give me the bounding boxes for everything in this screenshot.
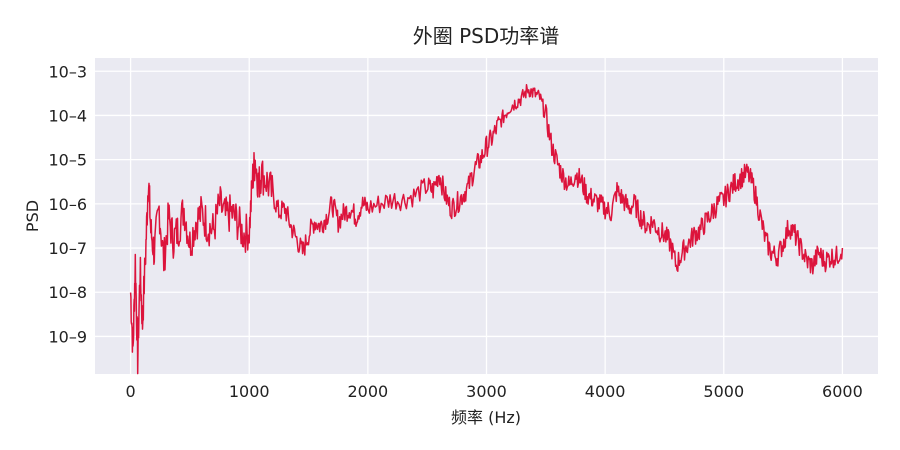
- y-tick-labels: 10–3 10–4 10–5 10–6 10–7 10–8 10–9: [48, 62, 87, 346]
- psd-series-line: [129, 84, 844, 375]
- x-tick-labels: 0 1000 2000 3000 4000 5000 6000: [125, 382, 862, 401]
- y-tick-label: 10–8: [48, 283, 87, 302]
- series-group: [129, 84, 844, 375]
- x-tick-label: 3000: [466, 382, 507, 401]
- y-tick-label: 10–6: [48, 195, 87, 214]
- x-tick-label: 2000: [348, 382, 389, 401]
- x-tick-label: 6000: [822, 382, 863, 401]
- x-tick-label: 1000: [229, 382, 270, 401]
- y-tick-label: 10–5: [48, 151, 87, 170]
- y-tick-label: 10–9: [48, 327, 87, 346]
- y-tick-label: 10–4: [48, 106, 87, 125]
- y-tick-label: 10–7: [48, 239, 87, 258]
- y-axis-label: PSD: [23, 200, 42, 232]
- chart-title: 外圈 PSD功率谱: [413, 24, 560, 48]
- x-tick-label: 5000: [703, 382, 744, 401]
- x-tick-label: 0: [125, 382, 135, 401]
- x-tick-label: 4000: [585, 382, 626, 401]
- y-tick-label: 10–3: [48, 62, 87, 81]
- x-axis-label: 频率 (Hz): [451, 408, 521, 427]
